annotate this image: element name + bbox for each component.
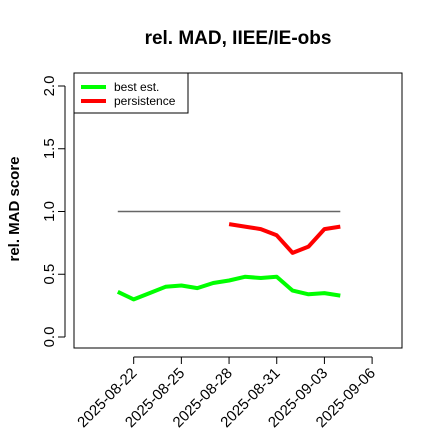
legend-label: persistence bbox=[114, 94, 176, 108]
legend: best est.persistence bbox=[73, 72, 189, 114]
y-tick-label: 0.0 bbox=[41, 327, 58, 348]
y-tick-label: 1.0 bbox=[41, 201, 58, 222]
y-axis: 0.0 0.5 1.0 1.5 2.0 bbox=[41, 76, 66, 348]
y-axis-label: rel. MAD score bbox=[6, 156, 23, 261]
x-axis: 2025-08-222025-08-252025-08-282025-08-31… bbox=[74, 356, 379, 431]
legend-box bbox=[73, 72, 189, 114]
legend-label: best est. bbox=[114, 80, 159, 94]
series-line-best-est- bbox=[116, 274, 341, 302]
y-tick-label: 0.5 bbox=[41, 264, 58, 285]
plot-frame bbox=[73, 72, 403, 349]
series-layer bbox=[116, 222, 341, 302]
chart-title: rel. MAD, IIEE/IE-obs bbox=[145, 28, 332, 49]
series-line-persistence bbox=[228, 222, 341, 255]
y-tick-label: 2.0 bbox=[41, 76, 58, 97]
y-tick-label: 1.5 bbox=[41, 138, 58, 159]
